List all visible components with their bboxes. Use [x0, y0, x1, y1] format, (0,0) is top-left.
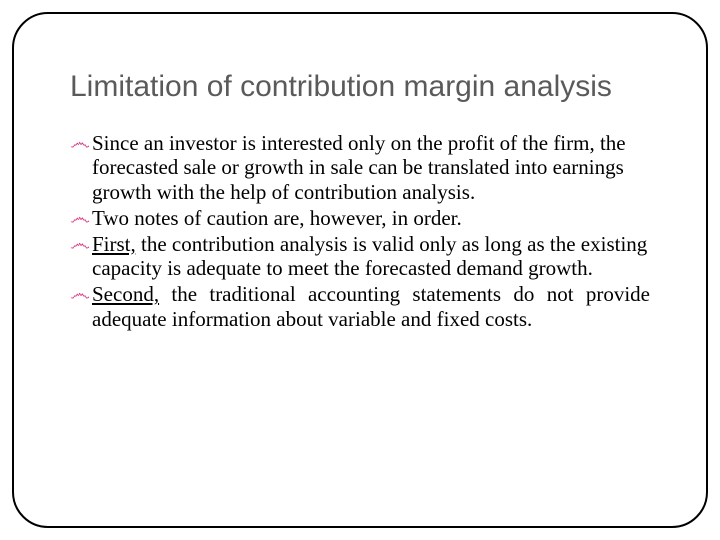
slide-content: Limitation of contribution margin analys… — [70, 70, 650, 333]
list-item: ෴ Since an investor is interested only o… — [70, 131, 650, 205]
list-item: ෴ First, the contribution analysis is va… — [70, 232, 650, 282]
slide: Limitation of contribution margin analys… — [0, 0, 720, 540]
list-item-rest: the contribution analysis is valid only … — [92, 232, 647, 281]
bullet-icon: ෴ — [70, 206, 90, 231]
bullet-icon: ෴ — [70, 131, 90, 156]
list-item-text: Since an investor is interested only on … — [92, 131, 626, 205]
bullet-icon: ෴ — [70, 232, 90, 257]
list-item-text: Two notes of caution are, however, in or… — [92, 206, 462, 230]
list-item-lead: First, — [92, 232, 136, 256]
bullet-icon: ෴ — [70, 282, 90, 307]
list-item: ෴ Two notes of caution are, however, in … — [70, 206, 650, 231]
list-item-rest: the traditional accounting statements do… — [92, 282, 650, 331]
list-item: ෴ Second, the traditional accounting sta… — [70, 282, 650, 332]
list-item-lead: Second, — [92, 282, 159, 306]
bullet-list: ෴ Since an investor is interested only o… — [70, 131, 650, 332]
slide-title: Limitation of contribution margin analys… — [70, 70, 650, 105]
